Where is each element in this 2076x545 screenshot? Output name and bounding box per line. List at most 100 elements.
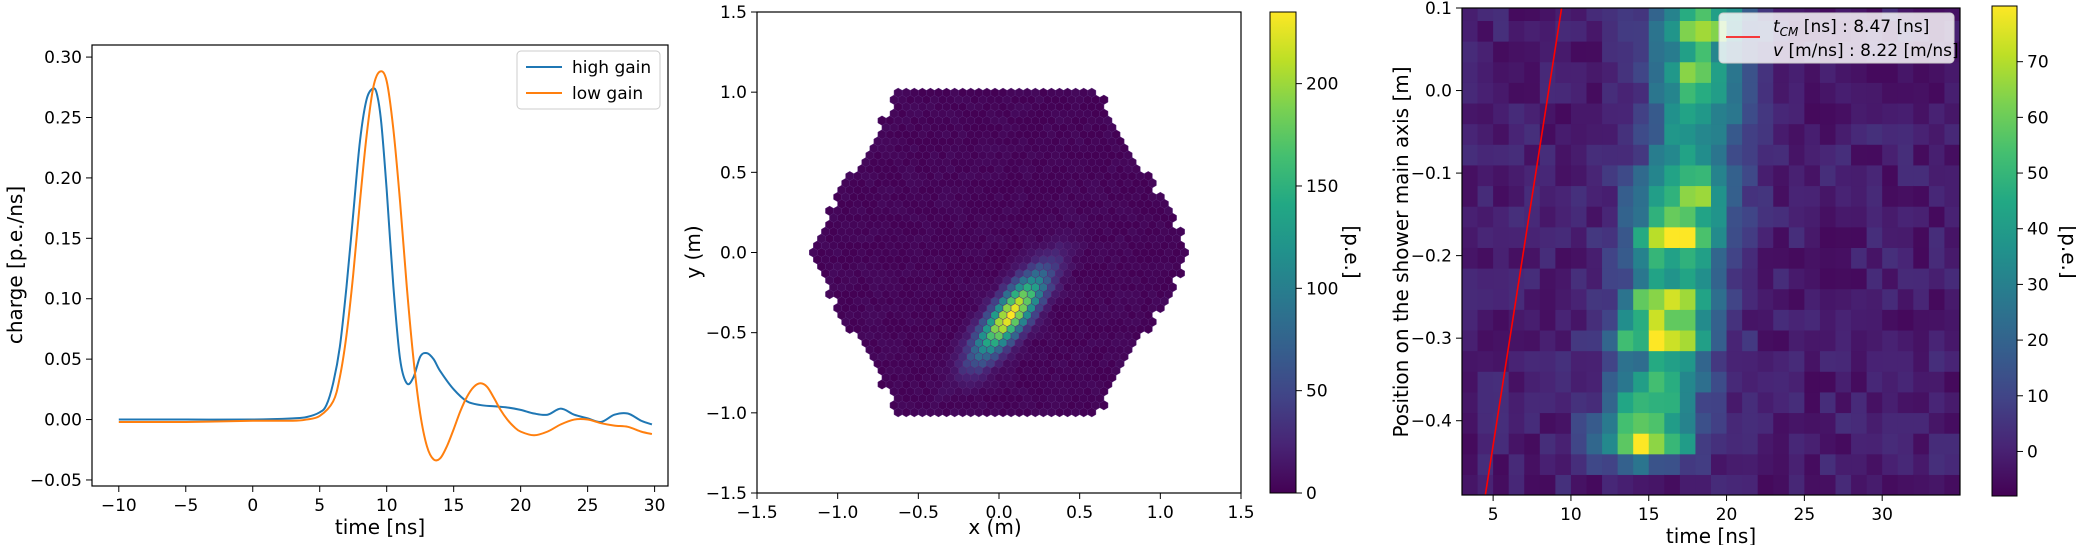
time-profile-cell [1835,268,1852,290]
time-profile-cell [1897,247,1914,269]
camera-pixel [934,87,943,98]
time-profile-cell [1664,268,1681,290]
time-profile-cell [1819,391,1837,414]
time-profile-cell [1913,185,1930,207]
waveform-lines [118,70,653,462]
camera-pixels [809,87,1189,418]
time-profile-cell [1851,247,1868,269]
waveform-y-axis-label: charge [p.e./ns] [3,186,27,344]
time-profile-cell [1804,350,1821,372]
time-profile-cell [1633,20,1650,42]
time-profile-cell [1711,61,1728,83]
time-profile-cell [1695,474,1712,495]
time-profile-cell [1617,350,1634,372]
time-profile-cell [1742,61,1759,83]
time-profile-cell [1913,164,1930,187]
time-profile-cell [1897,350,1914,372]
time-profile-cell [1617,371,1634,393]
time-profile-y-tick-label: 0.0 [1425,82,1452,102]
time-profile-cell [1462,20,1479,42]
camera-y-axis-label: y (m) [681,225,705,278]
time-profile-cell [1819,61,1837,83]
time-profile-cell [1819,206,1837,228]
time-profile-cell [1508,268,1525,290]
time-profile-cell [1539,123,1556,145]
time-profile-cell [1928,412,1946,434]
time-profile-cell [1944,61,1960,83]
time-profile-cell [1508,123,1525,145]
legend-label-low-gain: low gain [572,84,643,104]
time-profile-cell [1695,247,1712,269]
time-profile-colorbar-tick-label: 10 [2027,387,2049,407]
camera-pixel [909,87,919,98]
time-profile-cell [1679,412,1697,434]
time-profile-cell [1866,206,1883,228]
time-profile-cell [1477,268,1494,290]
time-profile-cell [1508,433,1525,455]
time-profile-cell [1477,371,1494,393]
time-profile-cell [1664,144,1681,166]
time-profile-cell [1508,474,1525,495]
time-profile-cell [1866,102,1883,125]
time-profile-cell [1897,82,1914,104]
time-profile-cell [1804,102,1821,125]
time-profile-cell [1648,82,1665,104]
time-profile-cell [1524,329,1541,352]
time-profile-cell [1664,102,1681,125]
time-profile-cell [1570,123,1588,145]
time-profile-cell [1913,412,1930,434]
time-profile-cell [1773,226,1790,248]
time-profile-y-tick-label: −0.2 [1411,247,1452,267]
time-profile-cell [1711,268,1728,290]
time-profile-cell [1851,371,1868,393]
time-profile-cell [1477,247,1494,269]
time-profile-cell [1462,206,1479,228]
time-profile-cell [1633,268,1650,290]
time-profile-cell [1788,371,1805,393]
camera-pixel [982,87,992,98]
time-profile-cell [1773,371,1790,393]
time-profile-cell [1570,41,1588,63]
time-profile-cell [1477,474,1494,495]
time-profile-cell [1773,391,1790,414]
time-profile-x-tick-label: 25 [1794,505,1816,525]
time-profile-cell [1679,453,1697,475]
time-profile-cell [1695,309,1712,331]
camera-colorbar-tick-label: 50 [1306,382,1328,402]
camera-pixel [1099,94,1109,105]
time-profile-cell [1679,61,1697,83]
time-profile-cell [1555,82,1572,104]
time-profile-cell [1742,164,1759,187]
time-profile-cell [1788,226,1805,248]
time-profile-cell [1602,226,1619,248]
time-profile-cell [1726,268,1743,290]
time-profile-cell [1882,371,1899,393]
time-profile-cell [1633,433,1650,455]
time-profile-cell [1804,453,1821,475]
time-profile-cell [1757,268,1774,290]
time-profile-cell [1493,268,1510,290]
time-profile-cell [1477,123,1494,145]
camera-pixel [1014,87,1024,98]
time-profile-cell [1648,41,1665,63]
time-profile-cell [1773,453,1790,475]
time-profile-cell [1679,433,1697,455]
time-profile-cell [1944,329,1960,352]
time-profile-cell [1726,123,1743,145]
waveform-y-tick-label: 0.20 [44,169,82,189]
time-profile-cell [1555,226,1572,248]
time-profile-cell [1835,453,1852,475]
time-profile-cell [1664,247,1681,269]
waveform-legend-box [516,50,661,110]
time-profile-cell [1493,288,1510,310]
time-profile-cell [1508,82,1525,104]
time-profile-cell [1570,102,1588,125]
time-profile-cell [1555,350,1572,372]
time-profile-cell [1757,391,1774,414]
time-profile-cell [1928,185,1946,207]
time-profile-cell [1695,206,1712,228]
time-profile-cell [1788,247,1805,269]
time-profile-cell [1882,102,1899,125]
time-profile-cell [1679,82,1697,104]
time-profile-cell [1664,82,1681,104]
